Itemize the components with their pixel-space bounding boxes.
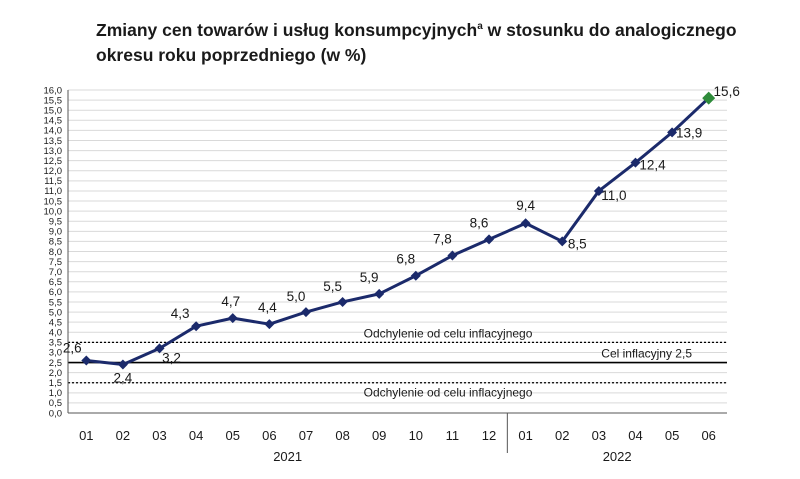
data-label: 4,7	[221, 294, 240, 309]
x-tick-label: 11	[446, 428, 460, 443]
x-tick-label: 02	[116, 428, 130, 443]
data-label: 9,4	[516, 198, 535, 213]
data-point	[630, 157, 641, 168]
y-tick-label: 11,0	[44, 186, 62, 197]
y-tick-label: 3,0	[49, 348, 62, 359]
data-label: 5,0	[287, 289, 306, 304]
series-line	[86, 96, 710, 367]
data-point	[702, 91, 716, 105]
data-label: 4,3	[171, 306, 190, 321]
data-label: 13,9	[676, 125, 702, 140]
y-tick-label: 11,5	[44, 176, 62, 187]
data-point	[264, 319, 275, 330]
year-label: 2021	[273, 449, 302, 464]
data-label: 6,8	[396, 252, 415, 267]
x-tick-label: 04	[628, 428, 642, 443]
x-tick-label: 09	[372, 428, 386, 443]
y-tick-label: 14,0	[44, 126, 63, 137]
y-tick-label: 9,0	[49, 227, 62, 238]
x-tick-label: 07	[299, 428, 313, 443]
y-tick-label: 8,5	[49, 237, 62, 248]
y-tick-label: 4,5	[49, 317, 62, 328]
data-label: 2,4	[114, 371, 133, 386]
y-tick-label: 2,5	[49, 358, 62, 369]
deviation-label: Odchylenie od celu inflacyjnego	[364, 386, 533, 400]
y-tick-label: 12,0	[44, 166, 63, 177]
y-tick-label: 10,5	[44, 196, 63, 207]
data-point	[447, 250, 458, 261]
data-label: 7,8	[433, 232, 452, 247]
data-point	[374, 288, 385, 299]
x-tick-label: 12	[482, 428, 496, 443]
y-tick-label: 15,5	[44, 95, 63, 106]
y-tick-label: 5,0	[49, 307, 62, 318]
y-tick-label: 7,5	[49, 257, 62, 268]
data-point	[557, 236, 568, 247]
data-point	[520, 218, 531, 229]
data-label: 2,6	[63, 341, 82, 356]
y-tick-label: 12,5	[44, 156, 63, 167]
x-tick-label: 05	[665, 428, 679, 443]
data-point	[484, 234, 495, 245]
data-point	[191, 321, 202, 332]
y-tick-label: 6,0	[49, 287, 62, 298]
y-tick-label: 6,5	[49, 277, 62, 288]
y-tick-label: 5,5	[49, 297, 62, 308]
data-label: 5,9	[360, 270, 379, 285]
x-tick-label: 05	[226, 428, 240, 443]
y-tick-label: 16,0	[44, 85, 63, 96]
x-tick-label: 03	[152, 428, 166, 443]
data-label: 11,0	[601, 188, 626, 203]
data-point	[593, 185, 604, 196]
data-label: 15,6	[714, 84, 740, 99]
y-tick-label: 3,5	[49, 338, 62, 349]
x-tick-label: 04	[189, 428, 203, 443]
y-tick-label: 13,0	[44, 146, 63, 157]
y-tick-label: 13,5	[44, 136, 63, 147]
y-tick-label: 14,5	[44, 116, 63, 127]
x-tick-label: 06	[701, 428, 715, 443]
x-tick-label: 01	[518, 428, 532, 443]
x-tick-label: 03	[592, 428, 606, 443]
year-label: 2022	[603, 449, 632, 464]
x-tick-label: 08	[335, 428, 349, 443]
data-point	[81, 355, 92, 366]
data-point	[410, 270, 421, 281]
target-label: Cel inflacyjny 2,5	[601, 347, 692, 361]
data-point	[667, 127, 678, 138]
data-label: 8,6	[470, 215, 489, 230]
data-point	[117, 359, 128, 370]
data-label: 8,5	[568, 236, 587, 251]
chart-title: Zmiany cen towarów i usług konsumpcyjnyc…	[96, 20, 737, 65]
y-tick-label: 10,0	[44, 206, 63, 217]
y-tick-label: 4,0	[49, 328, 62, 339]
y-tick-label: 0,5	[49, 398, 62, 409]
y-tick-label: 2,0	[49, 368, 62, 379]
y-tick-label: 7,0	[49, 267, 62, 278]
y-tick-label: 15,0	[44, 105, 63, 116]
data-point	[154, 343, 165, 354]
data-label: 12,4	[639, 158, 666, 173]
y-tick-label: 8,0	[49, 247, 62, 258]
data-label: 4,4	[258, 300, 277, 315]
y-tick-label: 1,0	[49, 388, 62, 399]
x-tick-label: 01	[79, 428, 93, 443]
data-point	[227, 313, 238, 324]
y-tick-label: 0,0	[49, 408, 62, 419]
data-point	[337, 296, 348, 307]
x-tick-label: 06	[262, 428, 276, 443]
data-label: 3,2	[162, 350, 181, 365]
y-tick-label: 9,5	[49, 217, 62, 228]
deviation-label: Odchylenie od celu inflacyjnego	[364, 326, 533, 340]
data-point	[300, 307, 311, 318]
data-label: 5,5	[323, 279, 342, 294]
x-tick-label: 10	[409, 428, 423, 443]
x-tick-label: 02	[555, 428, 569, 443]
y-tick-label: 1,5	[49, 378, 62, 389]
